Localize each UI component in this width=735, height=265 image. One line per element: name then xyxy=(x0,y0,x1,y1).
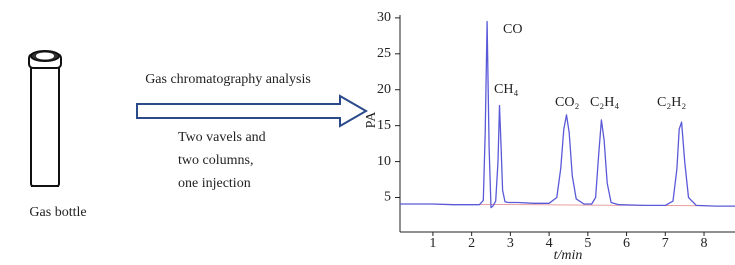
x-tick-label: 4 xyxy=(546,236,553,251)
peak-label: C₂H₂ xyxy=(657,95,686,110)
x-axis-label: t/min xyxy=(554,248,583,263)
gas-bottle-icon xyxy=(29,51,61,186)
peak-label: CH₄ xyxy=(494,82,518,97)
chromatogram-line xyxy=(400,22,735,208)
peak-label: CO xyxy=(503,22,522,37)
x-tick-label: 6 xyxy=(623,236,630,251)
x-tick-label: 1 xyxy=(429,236,436,251)
y-tick-label: 25 xyxy=(377,46,391,61)
y-tick-label: 20 xyxy=(377,82,391,97)
x-tick-label: 5 xyxy=(584,236,591,251)
peak-label: CO₂ xyxy=(555,95,579,110)
y-tick-label: 10 xyxy=(377,154,391,169)
x-tick-label: 3 xyxy=(507,236,514,251)
method-line: two columns, xyxy=(178,153,253,168)
x-tick-label: 2 xyxy=(468,236,475,251)
x-tick-label: 8 xyxy=(701,236,708,251)
method-line: Two vavels and xyxy=(178,130,266,145)
process-arrow xyxy=(137,96,366,126)
arrow-label: Gas chromatography analysis xyxy=(145,72,311,87)
peak-label: C₂H₄ xyxy=(590,95,619,110)
y-tick-label: 5 xyxy=(384,190,391,205)
x-tick-label: 7 xyxy=(662,236,669,251)
bottle-label: Gas bottle xyxy=(29,205,86,220)
method-line: one injection xyxy=(178,176,251,191)
y-tick-label: 15 xyxy=(377,118,391,133)
page: Gas bottle Gas chromatography analysis T… xyxy=(0,0,735,265)
y-tick-label: 30 xyxy=(377,10,391,25)
